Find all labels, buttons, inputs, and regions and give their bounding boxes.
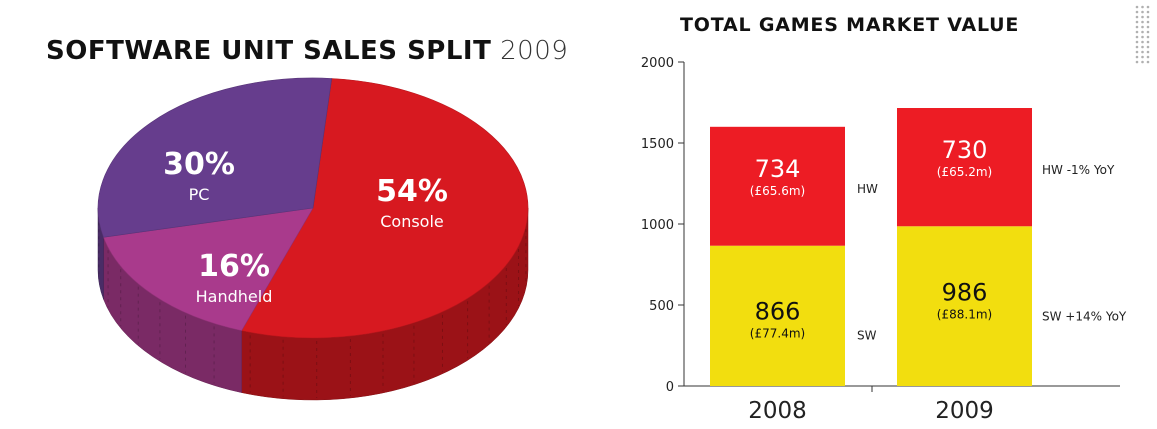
pie-slice-pc — [97, 77, 333, 238]
bar-side-label: HW — [857, 182, 878, 196]
pie-pct-label-console: 54% — [376, 174, 448, 209]
decor-dot — [1141, 30, 1144, 34]
decor-dot — [1135, 55, 1139, 59]
pie-chart: 54% Console 16% Handheld 30% PC — [97, 77, 529, 401]
bar-side-label: HW -1% YoY — [1042, 163, 1115, 177]
bar-sub-label: (£88.1m) — [937, 307, 992, 321]
decor-dot — [1146, 5, 1150, 9]
bar-value-label: 866 — [755, 298, 801, 326]
decor-dot — [1146, 20, 1150, 24]
decor-dot — [1141, 35, 1144, 39]
y-tick-label: 1500 — [641, 137, 674, 152]
decor-dot — [1146, 60, 1150, 64]
x-category-label: 2008 — [748, 398, 807, 424]
decor-dot — [1146, 35, 1150, 39]
bar-value-label: 734 — [755, 155, 801, 183]
decor-dot — [1141, 50, 1144, 54]
decor-dot — [1141, 55, 1144, 59]
pie-name-label-pc: PC — [189, 185, 210, 204]
decor-dot — [1146, 25, 1150, 29]
pie-title-year: 2009 — [500, 36, 569, 66]
y-tick-label: 2000 — [641, 56, 674, 71]
bar-hw-2009 — [897, 108, 1032, 227]
decor-dot — [1141, 10, 1144, 14]
decor-dot — [1141, 20, 1144, 24]
pie-pct-label-pc: 30% — [163, 147, 235, 182]
dot-pattern-decoration — [1135, 5, 1150, 64]
decor-dot — [1135, 35, 1139, 39]
decor-dot — [1146, 45, 1150, 49]
bar-value-label: 986 — [942, 278, 988, 306]
y-tick-label: 500 — [649, 299, 674, 314]
decor-dot — [1135, 45, 1139, 49]
decor-dot — [1146, 15, 1150, 19]
decor-dot — [1135, 40, 1139, 44]
bar-sw-2009 — [897, 226, 1032, 386]
pie-slice-handheld — [103, 207, 314, 331]
decor-dot — [1146, 30, 1150, 34]
y-tick-label: 0 — [666, 380, 674, 395]
bar-value-label: 730 — [942, 136, 988, 164]
pie-pct-label-handheld: 16% — [198, 249, 270, 284]
bar-hw-2008 — [710, 126, 845, 246]
pie-top — [97, 77, 529, 339]
bar-sub-label: (£77.4m) — [750, 327, 805, 341]
decor-dot — [1135, 60, 1139, 64]
decor-dot — [1141, 60, 1144, 64]
decor-dot — [1146, 50, 1150, 54]
decor-dot — [1141, 5, 1144, 9]
pie-slice-console — [241, 78, 529, 339]
decor-dot — [1135, 25, 1139, 29]
decor-dot — [1135, 5, 1139, 9]
decor-dot — [1135, 10, 1139, 14]
y-tick-label: 1000 — [641, 218, 674, 233]
pie-name-label-handheld: Handheld — [196, 287, 273, 306]
pie-chart-title: SOFTWARE UNIT SALES SPLIT 2009 — [46, 36, 568, 66]
decor-dot — [1146, 55, 1150, 59]
bar-sub-label: (£65.6m) — [750, 184, 805, 198]
bar-side-label: SW — [857, 329, 877, 343]
decor-dot — [1135, 20, 1139, 24]
pie-name-label-console: Console — [380, 212, 444, 231]
decor-dot — [1141, 45, 1144, 49]
decor-dot — [1135, 50, 1139, 54]
bar-chart-title: TOTAL GAMES MARKET VALUE — [680, 14, 1020, 36]
bar-sub-label: (£65.2m) — [937, 165, 992, 179]
decor-dot — [1141, 25, 1144, 29]
decor-dot — [1135, 30, 1139, 34]
bar-sw-2008 — [710, 245, 845, 386]
decor-dot — [1141, 40, 1144, 44]
decor-dot — [1146, 10, 1150, 14]
x-category-label: 2009 — [935, 398, 994, 424]
decor-dot — [1135, 15, 1139, 19]
pie-title-main: SOFTWARE UNIT SALES SPLIT — [46, 36, 492, 66]
decor-dot — [1146, 40, 1150, 44]
bar-chart: 0 500 1000 1500 2000 866(£77.4m) SW 734(£65.6m)… — [641, 56, 1127, 424]
decor-dot — [1141, 15, 1144, 19]
bar-side-label: SW +14% YoY — [1042, 309, 1127, 323]
